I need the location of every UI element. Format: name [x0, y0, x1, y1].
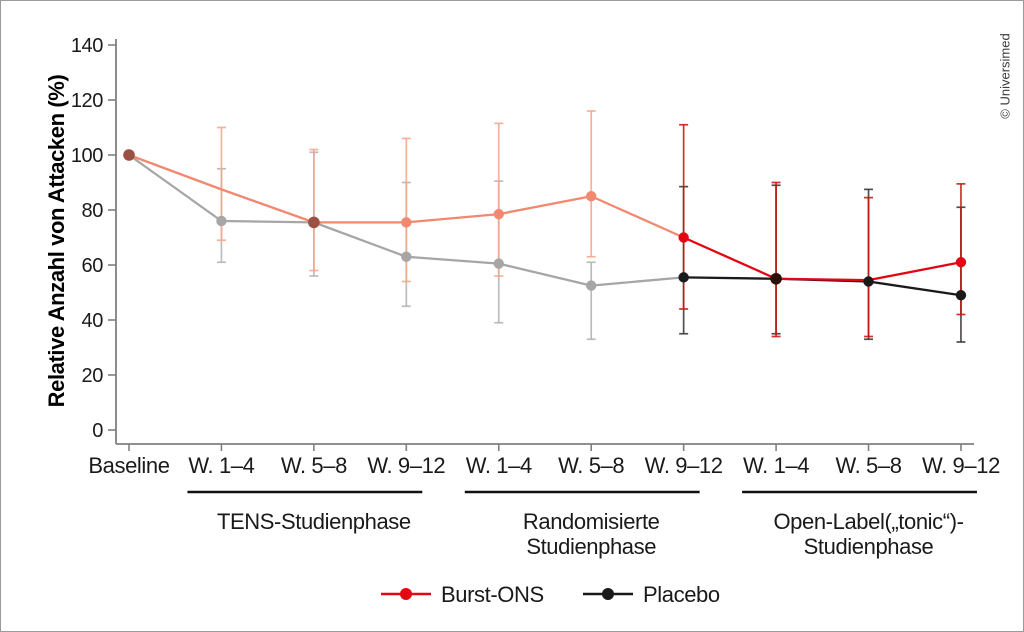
x-tick-label: W. 5–8: [281, 453, 347, 478]
data-point-marker: [216, 215, 227, 227]
data-point-marker: [123, 149, 135, 161]
data-point-marker: [770, 272, 782, 285]
y-tick-label: 40: [82, 310, 104, 332]
data-point-marker: [863, 276, 874, 287]
legend-label: Placebo: [643, 582, 720, 607]
x-tick-label: W. 1–4: [466, 453, 532, 478]
phase-label: Studienphase: [526, 534, 656, 559]
x-tick-label: W. 9–12: [367, 453, 445, 478]
data-point-marker: [401, 251, 412, 262]
data-point-marker: [493, 258, 504, 269]
x-tick-label: W. 1–4: [188, 453, 254, 478]
legend-marker: [602, 588, 614, 600]
phase-label: Open-Label(„tonic“)-: [773, 509, 963, 534]
y-tick-label: 0: [92, 420, 103, 442]
legend-item: [381, 588, 431, 600]
data-point-marker: [493, 208, 504, 220]
data-point-marker: [678, 232, 689, 243]
legend-marker: [400, 588, 412, 600]
data-point-marker: [955, 257, 967, 268]
data-point-marker: [586, 191, 597, 202]
error-bar: [586, 261, 596, 341]
phase-label: Randomisierte: [523, 509, 660, 534]
x-tick-label: W. 5–8: [558, 453, 624, 478]
phase-label: Studienphase: [804, 534, 934, 559]
y-axis-title: Relative Anzahl von Attacken (%): [44, 74, 69, 408]
x-tick-label: W. 5–8: [835, 453, 901, 478]
x-tick-label: W. 1–4: [743, 453, 809, 478]
y-tick-label: 60: [82, 255, 104, 277]
error-bar: [494, 122, 504, 277]
error-bar: [586, 110, 596, 258]
data-point-marker: [401, 217, 412, 228]
legend-item: [583, 588, 633, 600]
series-line-dark: [683, 236, 962, 282]
data-point-marker: [678, 272, 689, 283]
copyright-credit: © Universimed: [997, 33, 1013, 119]
data-point-marker: [308, 216, 320, 229]
error-bar: [309, 148, 319, 272]
x-tick-label: W. 9–12: [922, 453, 1000, 478]
y-tick-label: 120: [71, 90, 103, 112]
y-tick-label: 80: [82, 200, 104, 222]
data-point-marker: [955, 290, 967, 301]
legend-label: Burst-ONS: [441, 582, 544, 607]
y-tick-label: 140: [71, 35, 103, 57]
y-tick-label: 100: [71, 145, 103, 167]
error-bar: [771, 181, 781, 338]
data-point-marker: [586, 280, 597, 291]
phase-label: TENS-Studienphase: [217, 509, 411, 534]
error-bar: [864, 196, 874, 338]
x-tick-label: Baseline: [88, 453, 169, 478]
x-tick-label: W. 9–12: [645, 453, 723, 478]
y-tick-label: 20: [82, 365, 104, 387]
